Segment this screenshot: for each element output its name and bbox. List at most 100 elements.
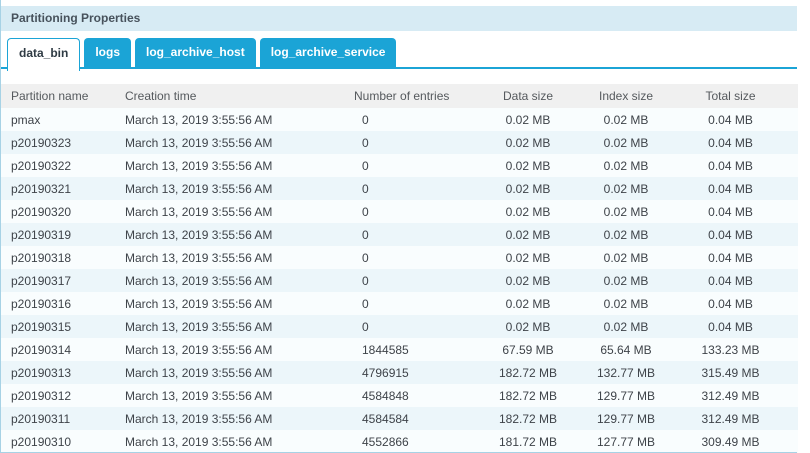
cell-index-size: 65.64 MB	[600, 342, 652, 357]
table-row: p20190312 March 13, 2019 3:55:56 AM 458484…	[1, 384, 798, 407]
cell-index-size: 0.02 MB	[603, 227, 649, 242]
column-header-creation-time: Creation time	[124, 84, 353, 108]
cell-entries: 0	[362, 319, 369, 334]
cell-entries: 0	[362, 227, 369, 242]
cell-partition-name: pmax	[11, 112, 41, 127]
cell-creation-time: March 13, 2019 3:55:56 AM	[125, 273, 273, 288]
cell-creation-time: March 13, 2019 3:55:56 AM	[125, 135, 273, 150]
cell-index-size: 0.02 MB	[603, 112, 649, 127]
table-row: p20190323 March 13, 2019 3:55:56 AM 0 0.02 …	[1, 131, 798, 154]
cell-total-size: 0.04 MB	[708, 112, 753, 127]
cell-creation-time: March 13, 2019 3:55:56 AM	[125, 112, 273, 127]
cell-total-size: 133.23 MB	[701, 342, 760, 357]
tab-log_archive_service[interactable]: log_archive_service	[259, 38, 397, 67]
table-row: p20190319 March 13, 2019 3:55:56 AM 0 0.02 …	[1, 223, 798, 246]
table-row: p20190315 March 13, 2019 3:55:56 AM 0 0.02 …	[1, 315, 798, 338]
table-row: p20190317 March 13, 2019 3:55:56 AM 0 0.02 …	[1, 269, 798, 292]
cell-data-size: 182.72 MB	[498, 411, 558, 426]
cell-index-size: 0.02 MB	[603, 296, 649, 311]
cell-partition-name: p20190310	[11, 434, 72, 449]
cell-creation-time: March 13, 2019 3:55:56 AM	[125, 158, 273, 173]
cell-entries: 0	[362, 135, 369, 150]
cell-index-size: 129.77 MB	[596, 388, 656, 403]
table-row: p20190316 March 13, 2019 3:55:56 AM 0 0.02 …	[1, 292, 798, 315]
cell-entries: 0	[362, 296, 369, 311]
cell-entries: 4584584	[362, 411, 409, 426]
cell-index-size: 0.02 MB	[603, 319, 649, 334]
tab-underline	[1, 67, 797, 69]
cell-creation-time: March 13, 2019 3:55:56 AM	[125, 411, 273, 426]
cell-entries: 4584848	[362, 388, 409, 403]
cell-partition-name: p20190315	[11, 319, 72, 334]
cell-partition-name: p20190313	[11, 365, 72, 380]
cell-partition-name: p20190312	[11, 388, 72, 403]
cell-entries: 0	[362, 158, 369, 173]
cell-entries: 0	[362, 181, 369, 196]
cell-entries: 0	[362, 204, 369, 219]
cell-index-size: 0.02 MB	[603, 181, 649, 196]
tab-bar: data_bin logs log_archive_host log_archive_…	[1, 38, 797, 71]
cell-creation-time: March 13, 2019 3:55:56 AM	[125, 365, 273, 380]
cell-partition-name: p20190321	[11, 181, 72, 196]
cell-creation-time: March 13, 2019 3:55:56 AM	[125, 204, 273, 219]
cell-total-size: 0.04 MB	[708, 250, 753, 265]
tab-logs[interactable]: logs	[84, 38, 132, 67]
cell-total-size: 0.04 MB	[708, 204, 753, 219]
cell-total-size: 0.04 MB	[708, 319, 753, 334]
column-header-index-size: Index size	[578, 84, 674, 108]
cell-creation-time: March 13, 2019 3:55:56 AM	[125, 388, 273, 403]
cell-partition-name: p20190314	[11, 342, 72, 357]
cell-index-size: 0.02 MB	[603, 273, 649, 288]
cell-data-size: 67.59 MB	[502, 342, 554, 357]
cell-data-size: 0.02 MB	[505, 250, 551, 265]
cell-partition-name: p20190318	[11, 250, 72, 265]
cell-entries: 4552866	[362, 434, 409, 449]
cell-partition-name: p20190323	[11, 135, 72, 150]
cell-index-size: 132.77 MB	[596, 365, 656, 380]
tab-data_bin[interactable]: data_bin	[7, 38, 81, 71]
cell-total-size: 0.04 MB	[708, 227, 753, 242]
cell-data-size: 0.02 MB	[505, 158, 551, 173]
cell-creation-time: March 13, 2019 3:55:56 AM	[125, 181, 273, 196]
column-header-total-size: Total size	[674, 84, 798, 108]
cell-total-size: 0.04 MB	[708, 296, 753, 311]
cell-data-size: 182.72 MB	[498, 388, 558, 403]
column-header-partition-name: Partition name	[1, 84, 124, 108]
table-row: p20190320 March 13, 2019 3:55:56 AM 0 0.02 …	[1, 200, 798, 223]
table-body: pmax March 13, 2019 3:55:56 AM 0 0.02 MB 0.0…	[1, 108, 798, 453]
cell-total-size: 0.04 MB	[708, 273, 753, 288]
column-header-data-size: Data size	[478, 84, 578, 108]
cell-data-size: 0.02 MB	[505, 112, 551, 127]
cell-data-size: 0.02 MB	[505, 204, 551, 219]
cell-creation-time: March 13, 2019 3:55:56 AM	[125, 296, 273, 311]
cell-index-size: 0.02 MB	[603, 135, 649, 150]
cell-data-size: 0.02 MB	[505, 227, 551, 242]
cell-partition-name: p20190322	[11, 158, 72, 173]
cell-total-size: 312.49 MB	[701, 388, 760, 403]
cell-total-size: 0.04 MB	[708, 181, 753, 196]
table-row: p20190311 March 13, 2019 3:55:56 AM 458458…	[1, 407, 798, 430]
partitions-table: Partition name Creation time Number of ent…	[1, 84, 798, 453]
table-row: p20190322 March 13, 2019 3:55:56 AM 0 0.02 …	[1, 154, 798, 177]
table-row: pmax March 13, 2019 3:55:56 AM 0 0.02 MB 0.0…	[1, 108, 798, 131]
cell-total-size: 312.49 MB	[701, 411, 760, 426]
cell-total-size: 309.49 MB	[701, 434, 760, 449]
cell-data-size: 0.02 MB	[505, 135, 551, 150]
cell-total-size: 315.49 MB	[701, 365, 760, 380]
cell-partition-name: p20190319	[11, 227, 72, 242]
cell-total-size: 0.04 MB	[708, 135, 753, 150]
cell-creation-time: March 13, 2019 3:55:56 AM	[125, 319, 273, 334]
table-row: p20190318 March 13, 2019 3:55:56 AM 0 0.02 …	[1, 246, 798, 269]
cell-data-size: 181.72 MB	[498, 434, 558, 449]
cell-entries: 0	[362, 273, 369, 288]
cell-entries: 0	[362, 112, 369, 127]
cell-creation-time: March 13, 2019 3:55:56 AM	[125, 434, 273, 449]
cell-partition-name: p20190311	[11, 411, 71, 426]
table-row: p20190321 March 13, 2019 3:55:56 AM 0 0.02 …	[1, 177, 798, 200]
panel-title: Partitioning Properties	[1, 6, 797, 31]
cell-entries: 1844585	[362, 342, 409, 357]
tab-log_archive_host[interactable]: log_archive_host	[135, 38, 256, 67]
cell-index-size: 0.02 MB	[603, 204, 649, 219]
cell-data-size: 0.02 MB	[505, 181, 551, 196]
